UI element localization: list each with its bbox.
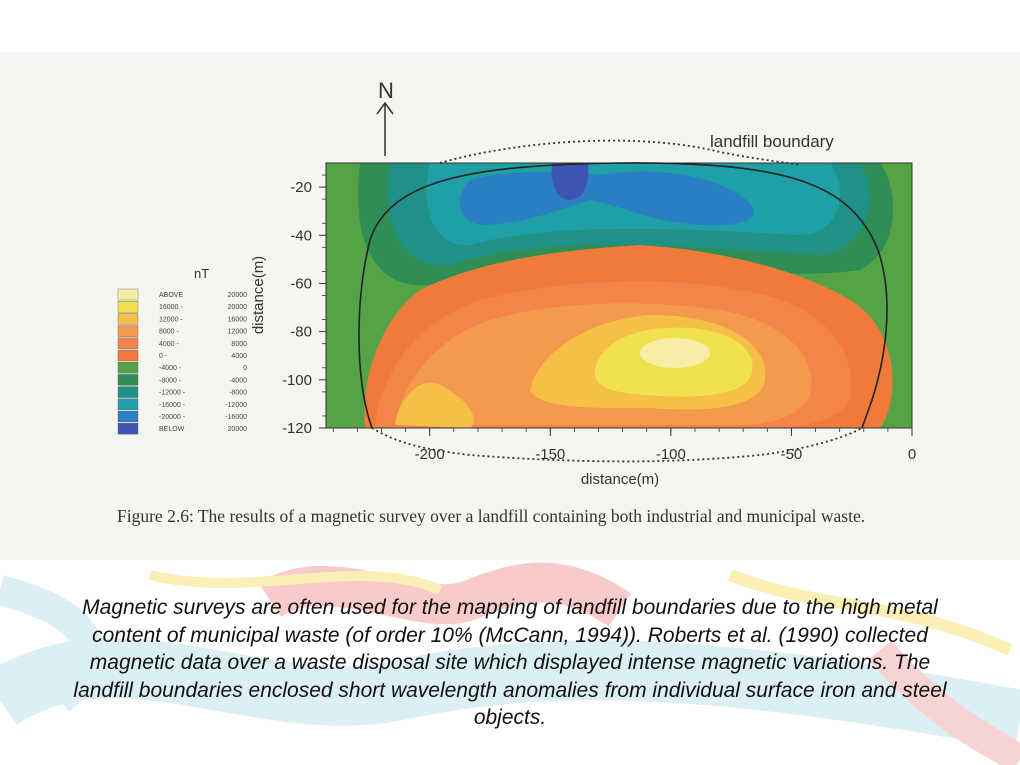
legend-swatch [117, 301, 139, 313]
decorative-wave-blue-2 [0, 575, 104, 712]
legend-low-label: -20000 - [159, 414, 186, 421]
legend-high-label: 16000 [228, 316, 248, 323]
legend-swatch [117, 423, 139, 435]
legend-low-label: 12000 - [159, 316, 183, 323]
legend-swatch [117, 362, 139, 374]
legend-low-label: 4000 - [159, 341, 180, 348]
landfill-boundary-dotted [439, 139, 801, 166]
x-axis-label: distance(m) [581, 471, 659, 488]
legend-swatch [117, 313, 139, 325]
legend-high-label: 4000 [231, 353, 247, 360]
x-tick-label: 0 [908, 446, 916, 463]
y-axis: -20 -40 -60 -80 -100 -120 [282, 174, 326, 437]
legend-low-label: -16000 - [159, 402, 186, 409]
contour-light-orange-west [395, 382, 474, 428]
legend-low-label: 0 - [159, 353, 168, 360]
legend-high-label: 20000 [228, 426, 248, 433]
legend-swatch [117, 374, 139, 386]
legend-low-label: 8000 - [159, 329, 180, 336]
legend-high-label: -4000 [229, 377, 247, 384]
legend-low-label: ABOVE [159, 292, 183, 299]
decorative-wave-yellow-2 [727, 569, 1013, 656]
legend-swatch [117, 386, 139, 398]
legend-high-label: -12000 [225, 402, 247, 409]
legend-low-label: -12000 - [159, 390, 186, 397]
legend-high-label: -8000 [229, 390, 247, 397]
legend-high-label: 20000 [228, 304, 248, 311]
decorative-wave-blue [0, 638, 1020, 750]
legend-swatch [117, 337, 139, 349]
y-tick-label: -80 [290, 324, 312, 341]
figure-caption: Figure 2.6: The results of a magnetic su… [117, 506, 866, 526]
x-axis: -200 -150 -100 -50 0 [332, 428, 916, 463]
legend-swatch [117, 325, 139, 337]
decorative-wave-red [258, 562, 632, 627]
legend-swatch [117, 349, 139, 362]
legend-low-label: BELOW [159, 426, 185, 433]
legend-swatch [117, 288, 139, 301]
y-tick-label: -120 [282, 420, 312, 437]
x-tick-label: -200 [415, 446, 445, 463]
contour-deep-blue [551, 163, 589, 200]
legend-high-label: -16000 [225, 414, 247, 421]
decorative-wave-yellow [148, 570, 442, 595]
slide-body-text: Magnetic surveys are often used for the … [73, 596, 947, 729]
y-axis-label: distance(m) [250, 256, 267, 334]
legend-swatch [117, 398, 139, 410]
contour-peak [640, 338, 710, 368]
north-label: N [378, 78, 394, 103]
north-arrow: N [376, 78, 394, 156]
y-tick-label: -40 [290, 227, 312, 244]
legend-high-label: 20000 [228, 292, 248, 299]
x-tick-label: -100 [656, 446, 686, 463]
boundary-label: landfill boundary [710, 132, 834, 151]
y-tick-label: -100 [282, 372, 312, 389]
north-arrow-head [376, 101, 394, 115]
x-tick-label: -150 [535, 446, 565, 463]
y-tick-label: -20 [290, 179, 312, 196]
decorative-wave-pink [868, 640, 1020, 765]
contour-map [326, 163, 912, 428]
x-tick-label: -50 [781, 446, 803, 463]
legend-swatch [117, 410, 139, 423]
legend-high-label: 0 [243, 365, 247, 372]
y-tick-label: -60 [290, 275, 312, 292]
contour-blue [459, 171, 755, 226]
landfill-boundary-line [358, 162, 888, 429]
legend-low-label: -8000 - [159, 377, 182, 384]
legend-unit: nT [194, 266, 209, 281]
legend-low-label: -4000 - [159, 365, 182, 372]
legend-high-label: 8000 [231, 341, 247, 348]
legend-high-label: 12000 [228, 329, 248, 336]
legend-low-label: 16000 - [159, 304, 183, 311]
